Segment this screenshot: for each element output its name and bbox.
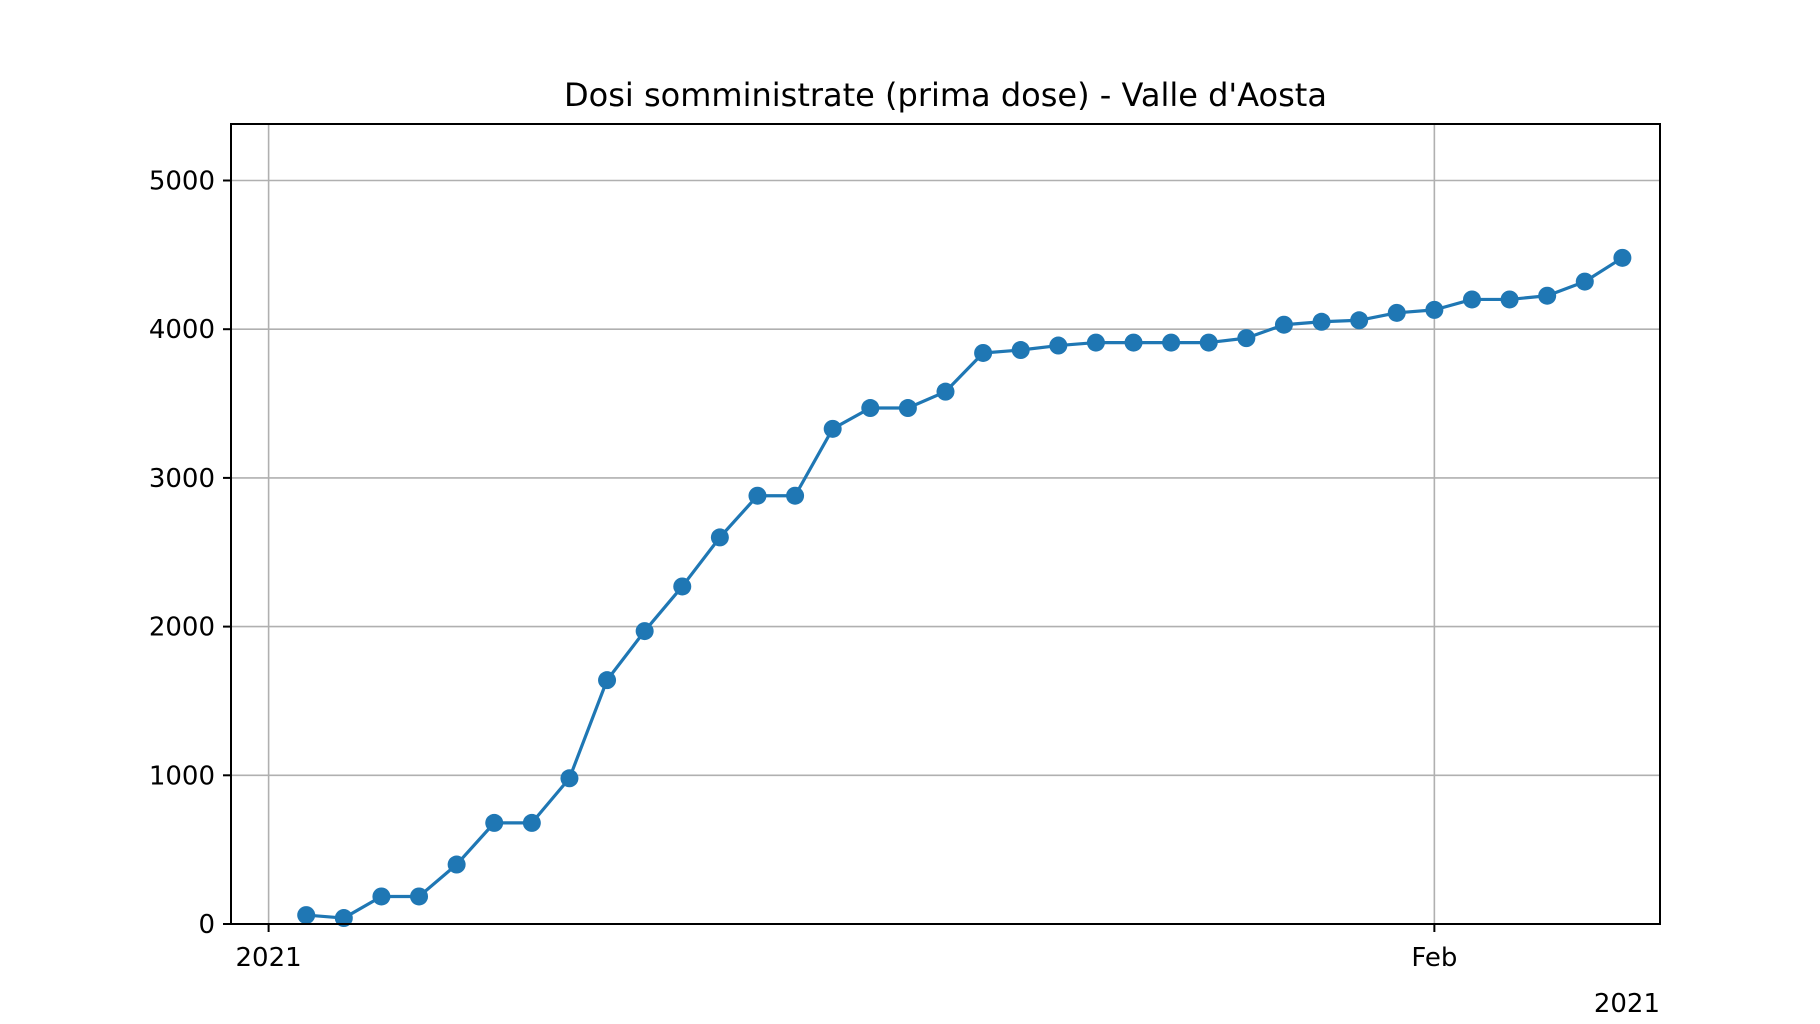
data-point	[1500, 290, 1519, 309]
data-point	[522, 813, 541, 832]
data-point	[1350, 311, 1369, 330]
data-point	[1312, 312, 1331, 331]
data-point	[1538, 286, 1557, 305]
data-point	[936, 382, 955, 401]
axes-layer: 0 1000 2000 3000 4000 5000 2021 Feb 2021	[149, 123, 1661, 1019]
data-point	[372, 887, 391, 906]
plot-frame	[230, 123, 1661, 925]
x-offset-label: 2021	[1594, 989, 1660, 1019]
data-point	[898, 399, 917, 418]
data-point	[861, 399, 880, 418]
data-point	[1462, 290, 1481, 309]
x-tick-label: Feb	[1411, 943, 1457, 973]
data-point	[1049, 336, 1068, 355]
y-tick-label: 2000	[149, 613, 215, 643]
data-point	[598, 671, 617, 690]
y-tick-label: 3000	[149, 464, 215, 494]
data-point	[410, 887, 429, 906]
series-layer	[297, 248, 1632, 928]
data-point	[748, 486, 767, 505]
data-point	[1086, 333, 1105, 352]
data-point	[1613, 248, 1632, 267]
data-point	[1162, 333, 1181, 352]
y-tick-label: 5000	[149, 167, 215, 197]
data-point	[673, 577, 692, 596]
data-point	[1274, 315, 1293, 334]
data-point	[786, 486, 805, 505]
data-point	[710, 528, 729, 547]
grid-layer	[231, 124, 1660, 925]
data-point	[297, 906, 316, 925]
data-point	[1387, 303, 1406, 322]
y-tick-label: 1000	[149, 761, 215, 791]
y-tick-label: 0	[198, 910, 215, 940]
data-point	[485, 813, 504, 832]
data-point	[1124, 333, 1143, 352]
data-point	[1575, 272, 1594, 291]
data-point	[560, 769, 579, 788]
data-point	[1011, 341, 1030, 360]
x-tick-label: 2021	[236, 943, 302, 973]
data-point	[334, 909, 353, 928]
data-point	[1199, 333, 1218, 352]
data-point	[974, 343, 993, 362]
data-point	[635, 622, 654, 641]
data-point	[1425, 300, 1444, 319]
y-tick-label: 4000	[149, 315, 215, 345]
series-line	[304, 256, 1624, 920]
chart-title: Dosi somministrate (prima dose) - Valle …	[564, 76, 1327, 114]
data-point	[823, 419, 842, 438]
data-point	[447, 855, 466, 874]
data-point	[1237, 329, 1256, 348]
